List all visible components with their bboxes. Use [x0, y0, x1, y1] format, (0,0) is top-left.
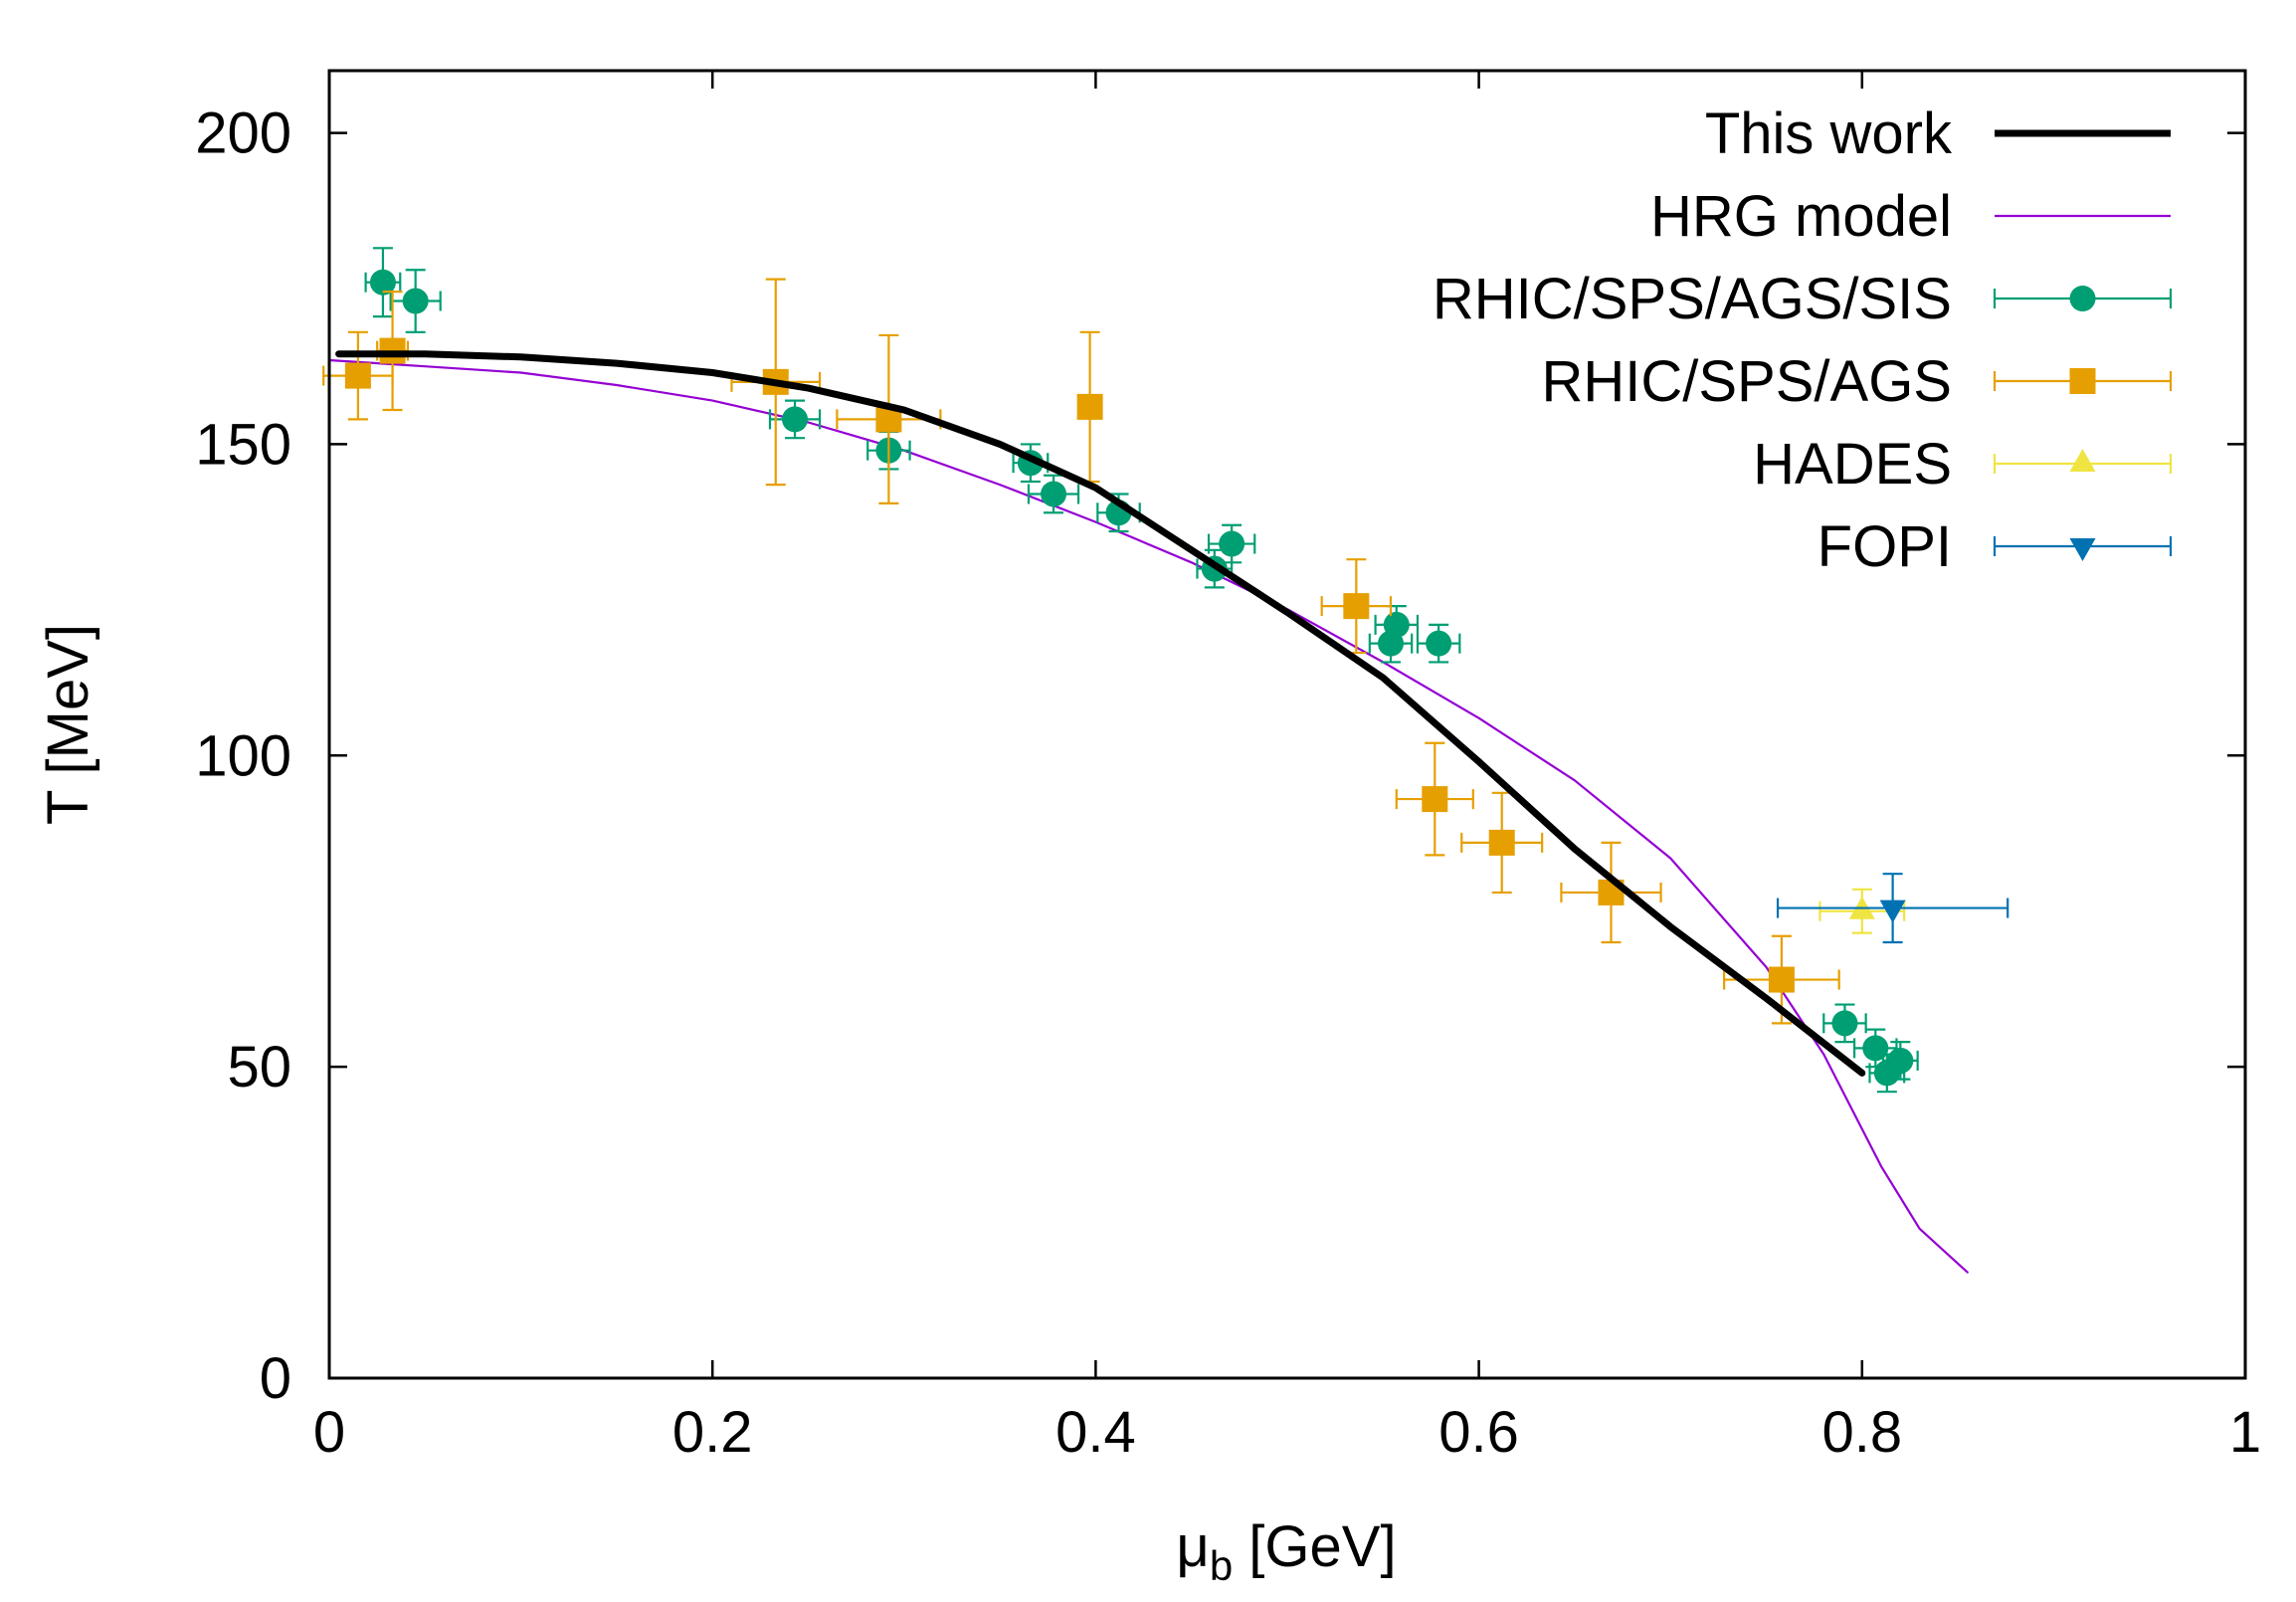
rhic-sps-ags-sis-point	[1219, 530, 1245, 557]
rhic-sps-ags-point	[1422, 786, 1448, 813]
axes	[327, 69, 2247, 1380]
legend-marker-rhic-sps-ags-sis	[2069, 286, 2096, 311]
this-work-line	[335, 350, 1866, 1077]
y-tick-label: 50	[227, 1035, 291, 1100]
rhic-sps-ags-sis-point	[369, 269, 396, 296]
rhic-sps-ags-sis-point	[1887, 1047, 1914, 1074]
curve-layer	[322, 247, 2009, 1274]
legend-label-hrg-model: HRG model	[1650, 184, 1952, 249]
x-axis-label-subscript: b	[1210, 1542, 1233, 1589]
y-tick-label: 0	[260, 1346, 291, 1411]
x-tick-label: 0.8	[1821, 1400, 1902, 1465]
x-tick-label: 1	[2229, 1400, 2261, 1465]
rhic-sps-ags-point	[1343, 593, 1370, 620]
y-tick-label: 200	[195, 101, 291, 166]
x-axis-label-symbol: μ	[1176, 1514, 1209, 1579]
legend-label-hades: HADES	[1753, 432, 1952, 497]
x-tick-label: 0.2	[672, 1400, 753, 1465]
rhic-sps-ags-point	[1076, 393, 1103, 420]
fopi-point	[1879, 900, 1906, 923]
legend-label-rhic-sps-ags-sis: RHIC/SPS/AGS/SIS	[1433, 267, 1952, 331]
hrg-model-line	[327, 358, 1969, 1274]
x-tick-label: 0.6	[1438, 1400, 1519, 1465]
plot-frame	[327, 69, 2247, 1380]
rhic-sps-ags-sis-point	[1041, 481, 1067, 507]
rhic-sps-ags-sis-point	[782, 406, 809, 433]
legend-marker-hades	[2069, 449, 2096, 472]
y-tick-label: 100	[195, 723, 291, 788]
x-tick-label: 0.4	[1055, 1400, 1136, 1465]
rhic-sps-ags-point	[344, 362, 371, 389]
legend-marker-rhic-sps-ags	[2069, 368, 2096, 394]
legend-marker-fopi	[2069, 538, 2096, 561]
rhic-sps-ags-sis-point	[1862, 1035, 1889, 1062]
legend-label-fopi: FOPI	[1818, 514, 1952, 579]
rhic-sps-ags-point	[1488, 829, 1515, 856]
x-axis-label-unit: [GeV]	[1233, 1514, 1396, 1579]
tick-layer: 0 0.2 0.4 0.6 0.8 1 0 50 100 150 200	[195, 71, 2261, 1465]
legend-label-rhic-sps-ags: RHIC/SPS/AGS	[1541, 349, 1952, 414]
rhic-sps-ags-sis-point	[1831, 1010, 1858, 1037]
rhic-sps-ags-sis-point	[402, 288, 429, 314]
legend: This work HRG model RHIC/SPS/AGS/SIS RHIC/S…	[1433, 101, 2173, 579]
marker-layer	[335, 350, 1866, 1077]
rhic-sps-ags-sis-point	[1383, 611, 1410, 638]
x-axis-label: μb [GeV]	[1176, 1514, 1396, 1589]
rhic-sps-ags-point	[1768, 966, 1795, 993]
rhic-sps-ags-sis-point	[1426, 630, 1452, 657]
legend-label-this-work: This work	[1705, 101, 1953, 166]
x-tick-label: 0	[313, 1400, 345, 1465]
y-tick-label: 150	[195, 412, 291, 477]
y-axis-label: T [MeV]	[36, 624, 100, 825]
